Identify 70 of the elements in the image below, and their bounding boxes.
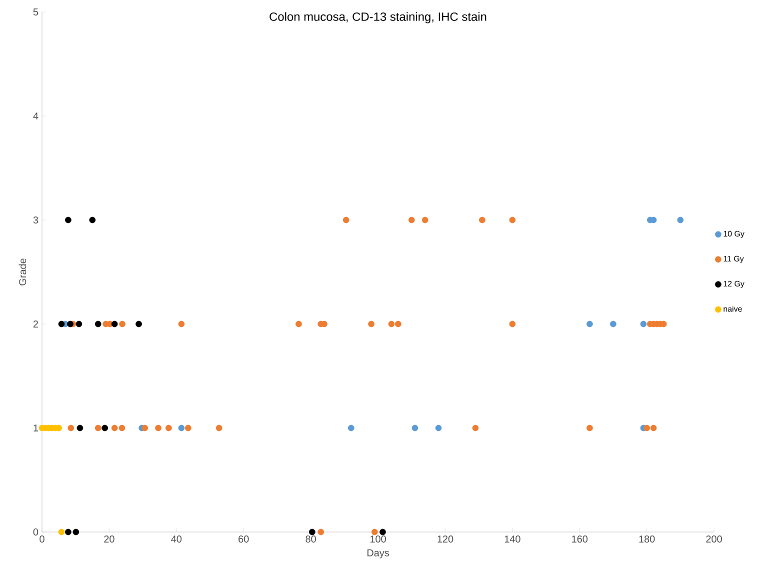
point xyxy=(308,528,316,536)
point xyxy=(408,216,415,224)
point xyxy=(586,424,593,432)
y-tick-label: 4 xyxy=(33,112,38,120)
point xyxy=(388,320,395,328)
point xyxy=(58,528,65,536)
point xyxy=(342,216,350,224)
point xyxy=(76,320,82,328)
x-tick-label: 100 xyxy=(370,536,386,543)
point xyxy=(394,320,402,328)
point xyxy=(142,424,148,432)
point xyxy=(155,424,162,432)
point xyxy=(72,528,80,536)
point xyxy=(58,320,65,328)
point xyxy=(422,216,428,224)
point xyxy=(412,424,418,432)
point xyxy=(368,320,374,328)
point xyxy=(102,424,108,432)
point xyxy=(111,424,118,432)
point xyxy=(184,424,192,432)
point xyxy=(318,528,324,536)
point xyxy=(586,320,593,328)
x-tick-label: 200 xyxy=(706,536,722,543)
y-tick-label: 0 xyxy=(33,528,38,536)
y-tick-label: 3 xyxy=(33,216,38,224)
point xyxy=(76,424,84,432)
point xyxy=(89,216,96,224)
point xyxy=(296,320,302,328)
point xyxy=(650,424,657,432)
point xyxy=(348,424,354,432)
point xyxy=(94,424,102,432)
y-tick-label: 1 xyxy=(34,424,38,432)
x-tick-label: 160 xyxy=(572,536,588,543)
point xyxy=(178,320,185,328)
x-tick-label: 80 xyxy=(306,536,316,543)
point xyxy=(216,424,222,432)
chart-title: Colon mucosa, CD-13 staining, IHC stain xyxy=(270,12,486,24)
point xyxy=(111,320,118,328)
point xyxy=(644,424,650,432)
point xyxy=(119,320,126,328)
point xyxy=(68,424,74,432)
point xyxy=(472,424,479,432)
y-tick-label: 5 xyxy=(33,8,38,16)
y-tick-label: 2 xyxy=(33,320,38,328)
point xyxy=(640,320,647,328)
point xyxy=(371,528,378,536)
point xyxy=(165,424,172,432)
point xyxy=(94,320,102,328)
x-tick-label: 140 xyxy=(504,536,520,543)
x-tick-label: 0 xyxy=(40,536,44,543)
x-tick-label: 40 xyxy=(171,536,182,543)
point xyxy=(380,528,386,536)
point xyxy=(65,528,72,536)
x-tick-label: 20 xyxy=(104,536,114,543)
point xyxy=(610,320,616,328)
x-tick-label: 180 xyxy=(639,536,655,543)
point xyxy=(118,424,126,432)
point xyxy=(509,320,516,328)
x-axis-title: Days xyxy=(367,549,389,558)
point xyxy=(136,320,142,328)
point xyxy=(478,216,486,224)
point xyxy=(435,424,442,432)
x-tick-label: 60 xyxy=(238,536,249,543)
point xyxy=(65,216,72,224)
point xyxy=(509,216,516,224)
x-tick-label: 120 xyxy=(438,536,454,543)
y-axis-title: Grade xyxy=(18,258,26,286)
point xyxy=(677,216,684,224)
point xyxy=(178,424,185,432)
point xyxy=(67,320,74,328)
